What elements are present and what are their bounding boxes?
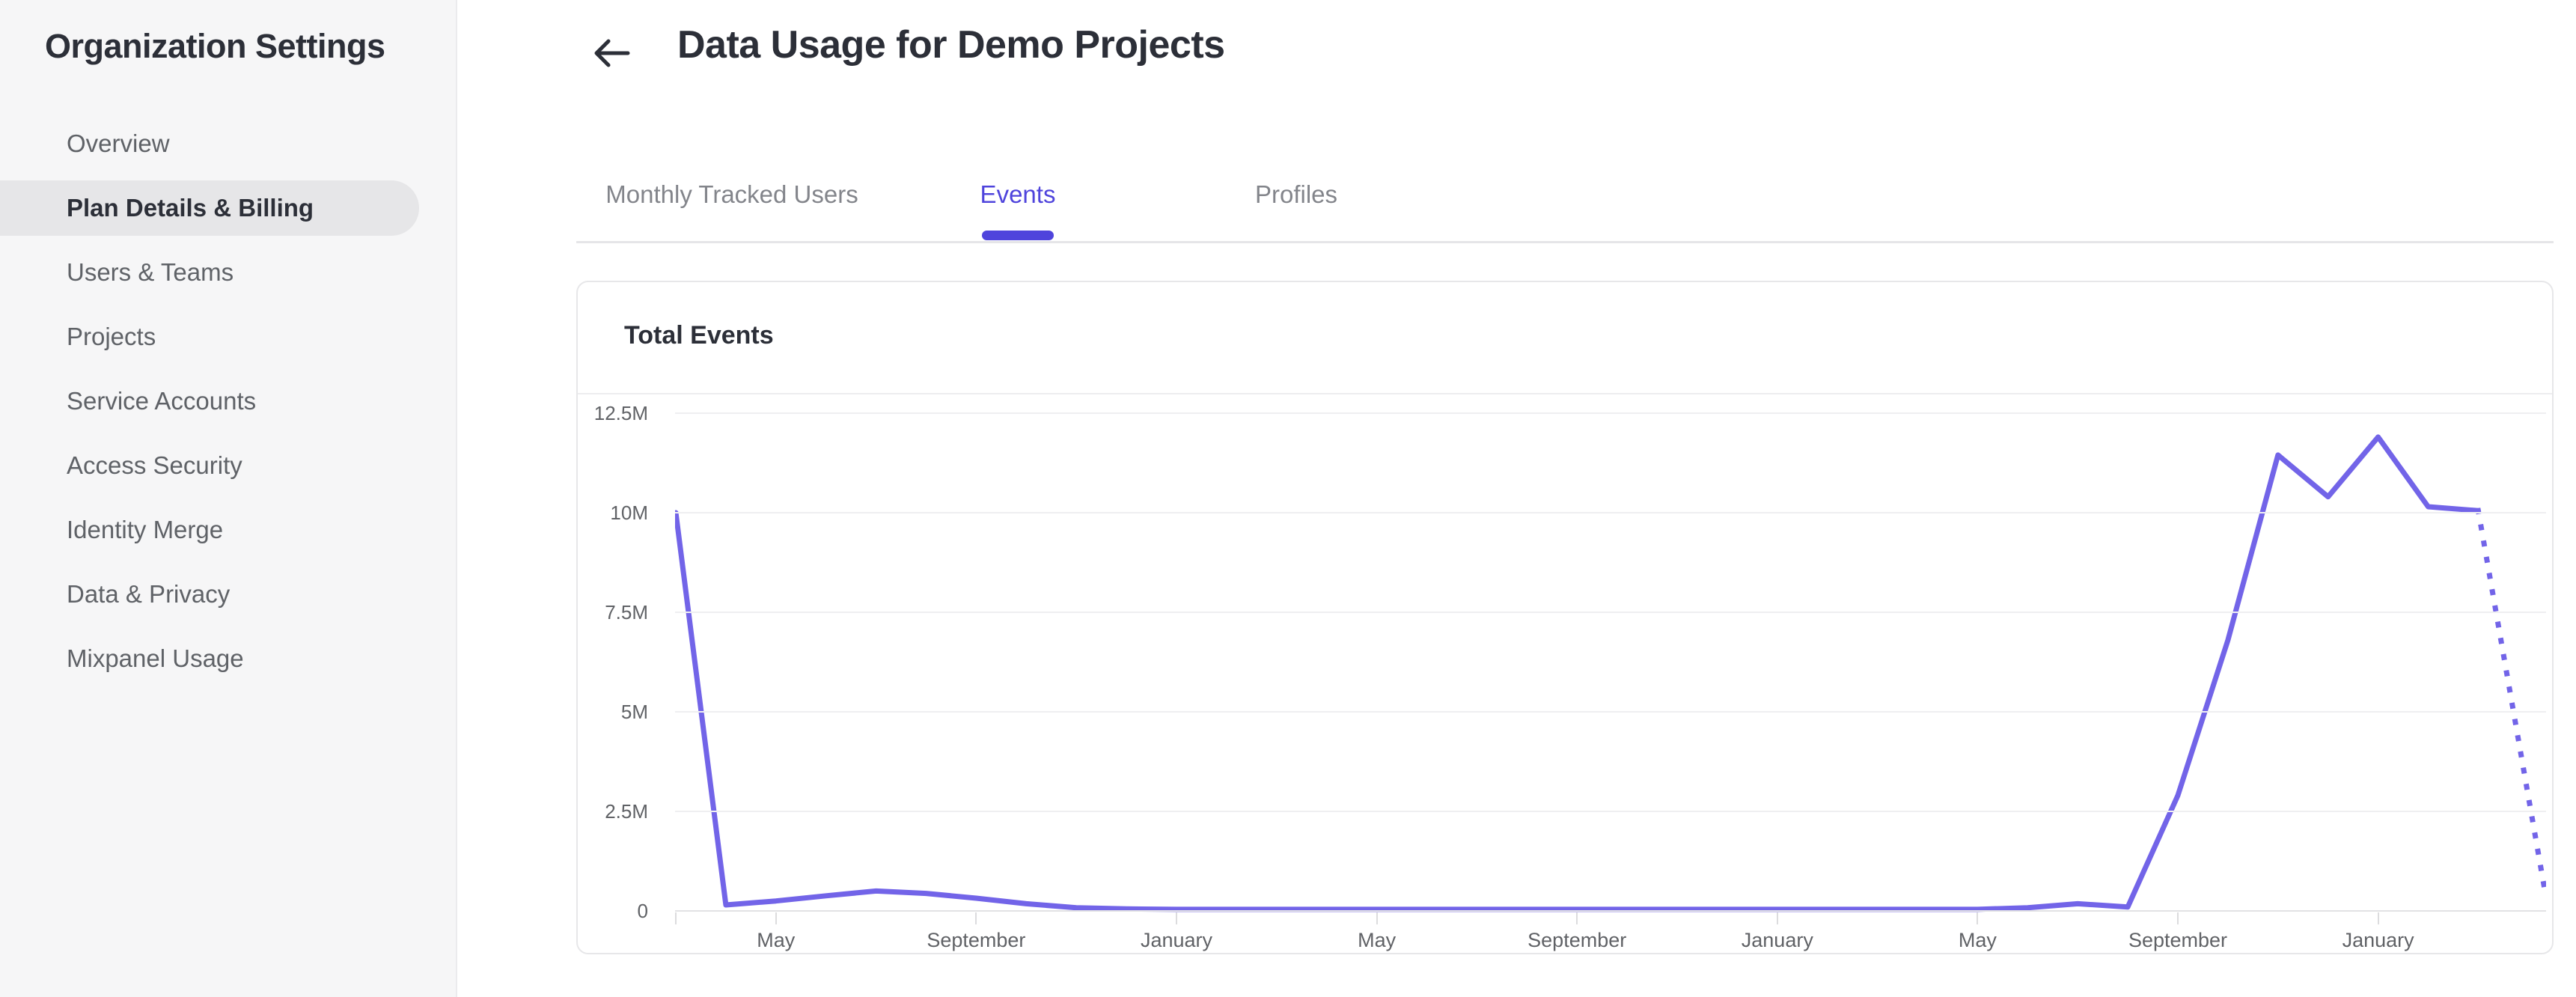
x-axis-tick: [675, 912, 677, 924]
x-axis-label: September: [1527, 929, 1627, 951]
y-axis-label: 5M: [620, 701, 648, 723]
total-events-line-chart: [675, 434, 2546, 912]
chart-card: Total Events 12.5M 10M 7.5M 5M 2.5M 0 May Septe…: [576, 281, 2554, 954]
chart-card-header: Total Events: [578, 282, 2552, 394]
tab-events[interactable]: Events: [980, 180, 1056, 208]
events-line-solid: [675, 434, 2481, 912]
x-axis-label: January: [1741, 929, 1813, 951]
tab-bar: Monthly Tracked Users Events Profiles: [576, 161, 2554, 243]
y-axis-label: 12.5M: [593, 402, 648, 424]
sidebar-item-users-teams[interactable]: Users & Teams: [67, 258, 234, 286]
x-axis-tick: [2377, 912, 2379, 924]
x-axis-label: September: [927, 929, 1026, 951]
sidebar-item-identity-merge[interactable]: Identity Merge: [67, 516, 224, 543]
sidebar-nav: Overview Plan Details & Billing Users & Te…: [0, 116, 457, 695]
x-axis-tick: [1376, 912, 1378, 924]
events-line-dotted-projection: [2475, 507, 2546, 892]
sidebar-title: Organization Settings: [45, 27, 385, 65]
gridline-5M: [675, 711, 2546, 713]
x-axis-label: September: [2128, 929, 2228, 951]
x-axis-tick: [1176, 912, 1177, 924]
sidebar: Organization Settings Overview Plan Detai…: [0, 0, 457, 997]
back-button[interactable]: [590, 31, 634, 75]
sidebar-item-service-accounts[interactable]: Service Accounts: [67, 387, 257, 415]
sidebar-item-mixpanel-usage[interactable]: Mixpanel Usage: [67, 644, 244, 672]
sidebar-item-data-privacy[interactable]: Data & Privacy: [67, 580, 231, 608]
y-axis-label: 2.5M: [605, 800, 648, 823]
arrow-left-icon: [590, 39, 634, 77]
x-axis-tick: [775, 912, 777, 924]
tab-monthly-tracked-users[interactable]: Monthly Tracked Users: [605, 180, 858, 208]
chart-title: Total Events: [624, 321, 774, 350]
x-axis-label: May: [1958, 929, 1997, 951]
gridline-7.5M: [675, 612, 2546, 613]
sidebar-item-plan-details-billing[interactable]: Plan Details & Billing: [0, 180, 419, 236]
tab-profiles[interactable]: Profiles: [1254, 180, 1338, 208]
sidebar-item-overview[interactable]: Overview: [67, 129, 170, 157]
gridline-10M: [675, 512, 2546, 513]
gridline-2.5M: [675, 811, 2546, 812]
x-axis-label: May: [1358, 929, 1397, 951]
active-tab-indicator: [982, 231, 1054, 240]
sidebar-item-access-security[interactable]: Access Security: [67, 451, 242, 479]
x-axis-tick: [1576, 912, 1578, 924]
x-axis-label: January: [1140, 929, 1213, 951]
sidebar-item-projects[interactable]: Projects: [67, 323, 156, 350]
gridline-0: [675, 910, 2546, 912]
x-axis-tick: [1776, 912, 1778, 924]
x-axis-label: January: [2342, 929, 2414, 951]
y-axis-label: 0: [637, 900, 648, 922]
x-axis-label: May: [757, 929, 796, 951]
x-axis-tick: [2177, 912, 2179, 924]
gridline-12.5M: [675, 412, 2546, 414]
page-title: Data Usage for Demo Projects: [677, 23, 1225, 67]
y-axis-label: 10M: [610, 501, 648, 524]
x-axis-tick: [975, 912, 977, 924]
y-axis-label: 7.5M: [605, 601, 648, 623]
x-axis-tick: [1977, 912, 1979, 924]
